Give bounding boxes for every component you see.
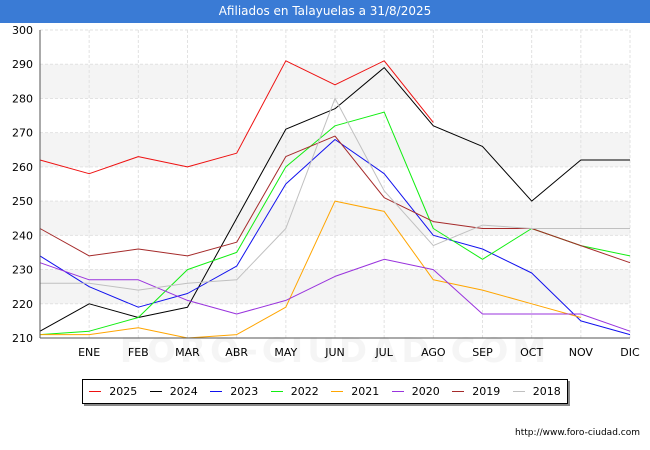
x-tick-label: JUN <box>324 346 345 359</box>
legend-swatch <box>270 391 283 392</box>
axes <box>39 30 630 339</box>
series-line-2025 <box>39 60 434 175</box>
legend-label: 2023 <box>230 385 259 398</box>
legend-label: 2024 <box>169 385 198 398</box>
series-lines <box>39 60 631 339</box>
y-tick-label: 290 <box>12 58 33 71</box>
legend-label: 2022 <box>290 385 319 398</box>
x-tick-label: AGO <box>421 346 446 359</box>
legend-label: 2020 <box>411 385 440 398</box>
x-tick-label: ABR <box>225 346 248 359</box>
x-tick-label: ENE <box>78 346 100 359</box>
x-tick-label: SEP <box>472 346 493 359</box>
series-line-2023 <box>39 139 631 336</box>
x-tick-label: NOV <box>569 346 594 359</box>
legend-label: 2025 <box>109 385 138 398</box>
y-tick-label: 220 <box>12 298 33 311</box>
y-tick-label: 210 <box>12 332 33 345</box>
x-tick-labels: ENE FEB MAR ABR MAY JUN JUL AGO SEP OCT NOV DIC <box>78 346 640 359</box>
chart-title: Afiliados en Talayuelas a 31/8/2025 <box>0 0 650 23</box>
x-tick-label: DIC <box>620 346 640 359</box>
x-tick-label: OCT <box>520 346 543 359</box>
x-tick-label: JUL <box>374 346 393 359</box>
legend-swatch <box>512 391 525 392</box>
legend-item-2021: 2021 <box>331 385 379 398</box>
legend-swatch <box>391 391 404 392</box>
series-line-2018 <box>40 97 630 291</box>
y-tick-labels: 210 220 230 240 250 260 270 280 290 300 <box>12 24 33 345</box>
legend-item-2025: 2025 <box>89 385 137 398</box>
legend-swatch <box>210 391 223 392</box>
legend-item-2023: 2023 <box>210 385 258 398</box>
legend: 2025 2024 2023 2022 2021 2020 2019 2018 <box>82 379 568 404</box>
legend-item-2020: 2020 <box>391 385 440 398</box>
y-tick-label: 280 <box>12 92 33 105</box>
y-tick-label: 270 <box>12 127 33 140</box>
legend-item-2019: 2019 <box>452 385 500 398</box>
series-line-2021 <box>40 200 581 339</box>
y-tick-label: 300 <box>12 24 33 37</box>
legend-swatch <box>452 391 465 392</box>
line-chart: FORO-CIUDAD.COM 210220230240250260270280… <box>12 24 640 371</box>
legend-swatch <box>331 391 344 392</box>
legend-item-2022: 2022 <box>270 385 319 398</box>
series-line-2020 <box>39 258 631 332</box>
legend-item-2024: 2024 <box>149 385 198 398</box>
y-tick-label: 250 <box>12 195 33 208</box>
x-tick-label: MAY <box>274 346 297 359</box>
x-tick-label: MAR <box>175 346 200 359</box>
legend-label: 2018 <box>532 385 561 398</box>
legend-swatch <box>149 391 162 392</box>
x-tick-label: FEB <box>128 346 149 359</box>
legend-label: 2021 <box>351 385 380 398</box>
legend-item-2018: 2018 <box>512 385 561 398</box>
y-tick-label: 240 <box>12 229 33 242</box>
legend-label: 2019 <box>472 385 501 398</box>
source-url: http://www.foro-ciudad.com <box>515 428 640 438</box>
legend-swatch <box>89 391 102 392</box>
y-tick-label: 260 <box>12 161 33 174</box>
y-tick-label: 230 <box>12 264 33 277</box>
